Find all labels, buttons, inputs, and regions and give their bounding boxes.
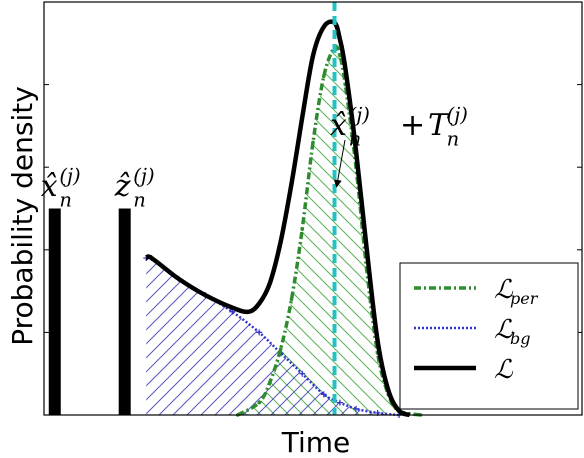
svg-text:n: n — [349, 128, 362, 151]
axis-ticks — [44, 84, 582, 333]
svg-text:(j): (j) — [447, 104, 468, 127]
impulse-bar — [118, 208, 131, 415]
data-point — [299, 370, 306, 377]
legend-box — [399, 262, 579, 410]
data-point — [320, 391, 327, 398]
svg-text:n: n — [133, 189, 146, 212]
svg-text:ẑ: ẑ — [114, 169, 131, 204]
impulses — [48, 208, 131, 415]
data-point — [353, 405, 360, 412]
legend-label: ℒ — [494, 275, 514, 305]
hatched-area — [146, 256, 400, 415]
legend-label: ℒ — [494, 355, 514, 385]
data-point — [257, 400, 262, 405]
series-lines — [143, 2, 423, 418]
x-axis-label: Time — [281, 426, 351, 458]
svg-text:(j): (j) — [133, 165, 154, 188]
svg-text:n: n — [447, 128, 460, 151]
impulse-bar — [48, 208, 61, 415]
series-line — [144, 19, 411, 418]
svg-text:T: T — [428, 108, 450, 143]
svg-text:(j): (j) — [349, 104, 370, 127]
annotation-T: T(j)n — [428, 104, 468, 151]
svg-text:x̂: x̂ — [330, 108, 347, 143]
data-point — [300, 227, 305, 231]
legend-label-subscript: bg — [510, 329, 530, 348]
data-point — [256, 329, 263, 336]
annotation-arrow — [333, 139, 346, 188]
impulse-label-x: x̂ (j)n — [41, 165, 81, 212]
data-point — [321, 74, 326, 79]
data-point — [268, 380, 272, 384]
impulse-label-z: ẑ (j)n — [114, 165, 155, 212]
data-point — [289, 297, 294, 302]
y-axis-label: Probability density — [6, 86, 39, 346]
data-point — [311, 140, 315, 145]
data-point — [336, 399, 343, 406]
annotation-xhat: x̂ (j)n — [330, 104, 370, 151]
hatched-areas — [146, 46, 421, 416]
annotation: x̂ (j)n + T(j)n — [330, 104, 468, 188]
svg-text:n: n — [59, 189, 72, 212]
svg-text:+: + — [400, 108, 425, 143]
data-point — [278, 347, 283, 351]
svg-text:(j): (j) — [59, 165, 80, 188]
plot-frame — [43, 1, 583, 416]
math-labels: x̂ (j)n ẑ (j)nx̂ (j)n + T(j)n — [41, 104, 468, 212]
legend-label: ℒ — [494, 315, 514, 345]
legend-label-subscript: per — [510, 289, 539, 308]
hatched-area — [237, 46, 421, 416]
svg-text:x̂: x̂ — [41, 169, 58, 204]
data-point — [338, 53, 342, 58]
